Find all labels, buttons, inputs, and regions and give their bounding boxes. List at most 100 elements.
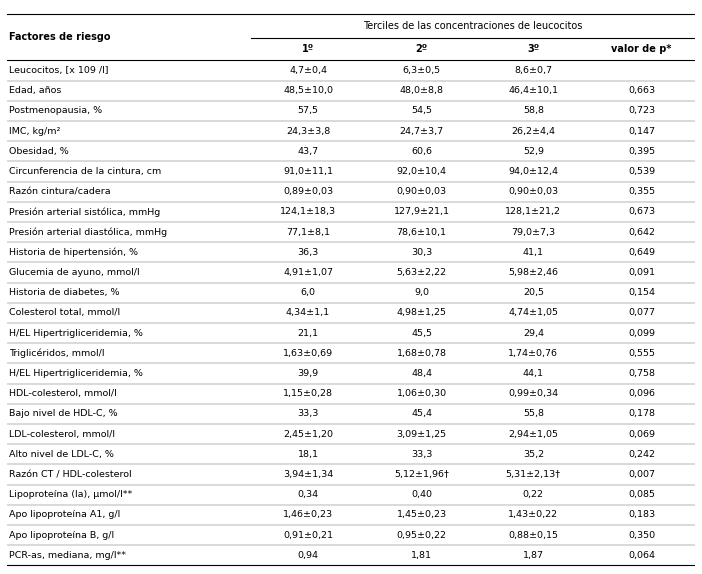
Text: LDL-colesterol, mmol/l: LDL-colesterol, mmol/l: [9, 429, 115, 439]
Text: Razón cintura/cadera: Razón cintura/cadera: [9, 187, 111, 196]
Text: 45,4: 45,4: [411, 409, 432, 418]
Text: 45,5: 45,5: [411, 328, 432, 338]
Text: 0,723: 0,723: [628, 106, 655, 115]
Text: valor de p*: valor de p*: [611, 44, 672, 54]
Text: 4,34±1,1: 4,34±1,1: [286, 308, 330, 317]
Text: 2,45±1,20: 2,45±1,20: [283, 429, 333, 439]
Text: 0,90±0,03: 0,90±0,03: [508, 187, 558, 196]
Text: IMC, kg/m²: IMC, kg/m²: [9, 126, 60, 135]
Text: 0,539: 0,539: [628, 167, 655, 176]
Text: 0,663: 0,663: [628, 86, 655, 95]
Text: Circunferencia de la cintura, cm: Circunferencia de la cintura, cm: [9, 167, 161, 176]
Text: 0,40: 0,40: [411, 490, 432, 499]
Text: 48,4: 48,4: [411, 369, 432, 378]
Text: 5,98±2,46: 5,98±2,46: [508, 268, 558, 277]
Text: 92,0±10,4: 92,0±10,4: [397, 167, 446, 176]
Text: 0,355: 0,355: [628, 187, 655, 196]
Text: 0,91±0,21: 0,91±0,21: [283, 530, 333, 540]
Text: 46,4±10,1: 46,4±10,1: [508, 86, 558, 95]
Text: 0,077: 0,077: [628, 308, 655, 317]
Text: Leucocitos, [x 109 /l]: Leucocitos, [x 109 /l]: [9, 66, 109, 75]
Text: 21,1: 21,1: [298, 328, 319, 338]
Text: 20,5: 20,5: [523, 288, 544, 297]
Text: 41,1: 41,1: [523, 248, 544, 257]
Text: 48,5±10,0: 48,5±10,0: [283, 86, 333, 95]
Text: 79,0±7,3: 79,0±7,3: [511, 227, 555, 236]
Text: 1º: 1º: [302, 44, 314, 54]
Text: 8,6±0,7: 8,6±0,7: [515, 66, 552, 75]
Text: 1,63±0,69: 1,63±0,69: [283, 349, 333, 358]
Text: 2º: 2º: [416, 44, 428, 54]
Text: 0,758: 0,758: [628, 369, 655, 378]
Text: 1,81: 1,81: [411, 551, 432, 560]
Text: 0,94: 0,94: [298, 551, 319, 560]
Text: 4,91±1,07: 4,91±1,07: [283, 268, 333, 277]
Text: 30,3: 30,3: [411, 248, 432, 257]
Text: Colesterol total, mmol/l: Colesterol total, mmol/l: [9, 308, 120, 317]
Text: 1,43±0,22: 1,43±0,22: [508, 510, 558, 519]
Text: 44,1: 44,1: [523, 369, 544, 378]
Text: Historia de hipertensión, %: Historia de hipertensión, %: [9, 247, 138, 257]
Text: 0,649: 0,649: [628, 248, 655, 257]
Text: 5,63±2,22: 5,63±2,22: [397, 268, 446, 277]
Text: 6,3±0,5: 6,3±0,5: [402, 66, 441, 75]
Text: 3,94±1,34: 3,94±1,34: [283, 470, 333, 479]
Text: 0,95±0,22: 0,95±0,22: [397, 530, 446, 540]
Text: 43,7: 43,7: [298, 147, 319, 156]
Text: 0,89±0,03: 0,89±0,03: [283, 187, 333, 196]
Text: 39,9: 39,9: [298, 369, 319, 378]
Text: 0,350: 0,350: [628, 530, 655, 540]
Text: 18,1: 18,1: [298, 450, 319, 459]
Text: 26,2±4,4: 26,2±4,4: [511, 126, 555, 135]
Text: Postmenopausia, %: Postmenopausia, %: [9, 106, 102, 115]
Text: 127,9±21,1: 127,9±21,1: [394, 207, 449, 216]
Text: Historia de diabetes, %: Historia de diabetes, %: [9, 288, 119, 297]
Text: 91,0±11,1: 91,0±11,1: [283, 167, 333, 176]
Text: 24,7±3,7: 24,7±3,7: [399, 126, 444, 135]
Text: 60,6: 60,6: [411, 147, 432, 156]
Text: Presión arterial diastólica, mmHg: Presión arterial diastólica, mmHg: [9, 227, 167, 237]
Text: 0,099: 0,099: [628, 328, 655, 338]
Text: Apo lipoproteína A1, g/l: Apo lipoproteína A1, g/l: [9, 510, 120, 519]
Text: PCR-as, mediana, mg/l**: PCR-as, mediana, mg/l**: [9, 551, 126, 560]
Text: 0,642: 0,642: [628, 227, 655, 236]
Text: 58,8: 58,8: [523, 106, 544, 115]
Text: 35,2: 35,2: [523, 450, 544, 459]
Text: 0,069: 0,069: [628, 429, 655, 439]
Text: 0,555: 0,555: [628, 349, 655, 358]
Text: Presión arterial sistólica, mmHg: Presión arterial sistólica, mmHg: [9, 207, 160, 216]
Text: 0,90±0,03: 0,90±0,03: [397, 187, 446, 196]
Text: 0,091: 0,091: [628, 268, 655, 277]
Text: 0,183: 0,183: [628, 510, 655, 519]
Text: 33,3: 33,3: [411, 450, 432, 459]
Text: 36,3: 36,3: [298, 248, 319, 257]
Text: 0,147: 0,147: [628, 126, 655, 135]
Text: 57,5: 57,5: [298, 106, 319, 115]
Text: 1,74±0,76: 1,74±0,76: [508, 349, 558, 358]
Text: 0,096: 0,096: [628, 389, 655, 398]
Text: 1,68±0,78: 1,68±0,78: [397, 349, 446, 358]
Text: H/EL Hipertrigliceridemia, %: H/EL Hipertrigliceridemia, %: [9, 369, 143, 378]
Text: Triglicéridos, mmol/l: Triglicéridos, mmol/l: [9, 348, 105, 358]
Text: 3,09±1,25: 3,09±1,25: [397, 429, 446, 439]
Text: 0,34: 0,34: [298, 490, 319, 499]
Text: 0,085: 0,085: [628, 490, 655, 499]
Text: 54,5: 54,5: [411, 106, 432, 115]
Text: 0,88±0,15: 0,88±0,15: [508, 530, 558, 540]
Text: 78,6±10,1: 78,6±10,1: [397, 227, 446, 236]
Text: 1,87: 1,87: [523, 551, 544, 560]
Text: 0,22: 0,22: [523, 490, 544, 499]
Text: Factores de riesgo: Factores de riesgo: [9, 32, 111, 42]
Text: 1,45±0,23: 1,45±0,23: [397, 510, 446, 519]
Text: Obesidad, %: Obesidad, %: [9, 147, 69, 156]
Text: 4,7±0,4: 4,7±0,4: [289, 66, 327, 75]
Text: 0,178: 0,178: [628, 409, 655, 418]
Text: 3º: 3º: [527, 44, 539, 54]
Text: 5,31±2,13†: 5,31±2,13†: [505, 470, 561, 479]
Text: 1,06±0,30: 1,06±0,30: [397, 389, 446, 398]
Text: 1,46±0,23: 1,46±0,23: [283, 510, 333, 519]
Text: Bajo nivel de HDL-C, %: Bajo nivel de HDL-C, %: [9, 409, 118, 418]
Text: 0,007: 0,007: [628, 470, 655, 479]
Text: 52,9: 52,9: [523, 147, 544, 156]
Text: 94,0±12,4: 94,0±12,4: [508, 167, 558, 176]
